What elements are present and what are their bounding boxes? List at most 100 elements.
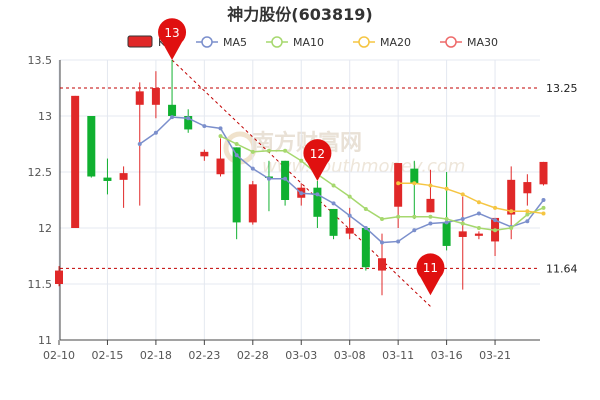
y-tick-label: 12.5: [28, 166, 53, 179]
candle-body: [329, 208, 338, 236]
point-ma5: [250, 166, 255, 171]
point-ma5: [493, 218, 498, 223]
series-line-ma20: [398, 182, 544, 215]
candle-body: [216, 158, 225, 175]
candle-body: [507, 179, 516, 215]
point-ma5: [541, 198, 546, 202]
candle: [539, 161, 548, 186]
point-ma5: [331, 201, 336, 206]
point-ma5: [444, 220, 449, 225]
point-ma20: [476, 200, 481, 205]
point-ma5: [299, 191, 304, 196]
legend: K MA5 MA10 MA20 MA30: [127, 35, 498, 49]
candle: [87, 116, 96, 178]
point-ma5: [412, 228, 417, 233]
point-ma20: [460, 192, 465, 197]
point-ma5: [428, 221, 433, 226]
series-line-ma5: [139, 116, 545, 244]
point-ma10: [460, 221, 465, 226]
marker-shape: [303, 139, 332, 181]
legend-swatch-dot: [358, 36, 370, 48]
marker-shape: [416, 253, 445, 296]
y-tick-label: 13.5: [28, 54, 53, 67]
legend-label: MA10: [293, 36, 324, 49]
point-ma5: [170, 115, 175, 120]
candle: [71, 95, 80, 228]
marker-label: 11: [423, 261, 438, 275]
point-ma10: [234, 142, 239, 146]
point-ma5: [218, 126, 223, 131]
point-ma20: [541, 211, 546, 216]
candle: [426, 169, 435, 213]
x-tick-label: 03-11: [382, 349, 414, 362]
point-ma5: [266, 176, 271, 181]
x-tick-label: 03-16: [431, 349, 463, 362]
point-ma10: [363, 206, 368, 211]
candle: [345, 207, 354, 240]
candle: [184, 109, 193, 133]
point-ma20: [428, 183, 433, 188]
point-ma10: [299, 158, 304, 163]
candle-body: [458, 231, 467, 237]
candle-body: [71, 95, 80, 228]
point-ma5: [153, 130, 158, 135]
chart-title: 神力股份(603819): [227, 5, 372, 24]
candle: [248, 180, 257, 225]
marker-shape: [158, 18, 187, 61]
x-tick-label: 02-23: [188, 349, 220, 362]
point-ma10: [331, 183, 336, 188]
candle: [200, 149, 209, 161]
point-ma20: [444, 186, 449, 191]
candle: [55, 266, 63, 287]
reference-label: 13.25: [546, 82, 578, 95]
candle-body: [442, 222, 451, 246]
candle-body: [135, 91, 144, 105]
candle: [361, 228, 370, 271]
legend-item-ma30: MA30: [440, 36, 498, 49]
point-ma5: [234, 153, 239, 158]
point-ma5: [283, 176, 288, 181]
candle-body: [232, 147, 241, 223]
candle: [103, 158, 112, 195]
point-ma10: [380, 217, 384, 222]
candle-body: [539, 161, 548, 185]
point-ma10: [266, 148, 271, 153]
candle: [313, 180, 322, 228]
point-ma20: [493, 205, 498, 210]
legend-label: K: [158, 36, 166, 49]
watermark-subtext: www.southmoney.com: [262, 156, 465, 177]
reference-lines: 13.25 11.64: [60, 82, 578, 275]
point-ma5: [202, 124, 207, 129]
axes: 11 11.5 12 12.5 13 13.5 02-10 02-15 02-18 02-23 02…: [28, 54, 540, 362]
markers: 13 12 11: [158, 18, 445, 296]
candle: [119, 166, 128, 208]
point-ma10: [283, 148, 288, 153]
legend-label: MA30: [467, 36, 498, 49]
y-tick-label: 11: [38, 334, 52, 347]
x-tick-label: 03-08: [334, 349, 366, 362]
point-ma20: [525, 209, 530, 214]
point-ma5: [396, 239, 401, 244]
point-ma10: [444, 217, 449, 222]
point-ma10: [509, 226, 514, 230]
candle-body: [313, 187, 322, 217]
legend-item-ma20: MA20: [353, 36, 411, 49]
point-ma10: [476, 226, 481, 230]
point-ma20: [509, 209, 514, 214]
point-ma20: [412, 181, 417, 186]
x-tick-label: 02-10: [43, 349, 75, 362]
legend-swatch-dot: [445, 36, 457, 48]
candle-body: [248, 184, 257, 223]
candle: [442, 172, 451, 251]
candle-body: [151, 88, 160, 105]
point-ma10: [250, 149, 255, 154]
candle-body: [378, 258, 386, 271]
point-ma10: [541, 205, 546, 210]
candle-body: [119, 173, 128, 180]
reference-label: 11.64: [546, 262, 578, 275]
candle: [474, 231, 483, 240]
candle-body: [103, 177, 112, 181]
candle: [458, 196, 467, 290]
marker-pin: 13: [158, 18, 187, 61]
